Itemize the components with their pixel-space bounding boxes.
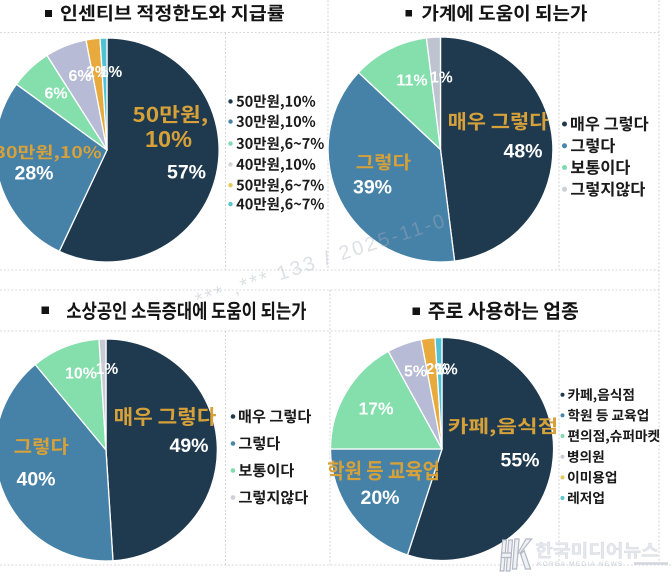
svg-text:55%: 55% [500, 449, 539, 471]
svg-text:40%: 40% [16, 468, 55, 490]
svg-text:1%: 1% [100, 64, 123, 81]
svg-text:28%: 28% [14, 162, 53, 184]
svg-text:49%: 49% [169, 435, 208, 457]
svg-text:6%: 6% [68, 68, 91, 85]
svg-text:20%: 20% [360, 487, 399, 509]
svg-text:10%: 10% [145, 126, 192, 152]
svg-text:6%: 6% [44, 86, 67, 103]
svg-text:17%: 17% [358, 399, 393, 419]
svg-text:1%: 1% [96, 361, 119, 378]
svg-text:1%: 1% [430, 70, 453, 87]
svg-text:2%: 2% [86, 64, 109, 81]
svg-text:48%: 48% [503, 140, 542, 162]
svg-text:5%: 5% [404, 364, 427, 381]
svg-text:57%: 57% [167, 161, 206, 183]
svg-text:1%: 1% [435, 362, 458, 379]
svg-text:2%: 2% [426, 361, 449, 378]
svg-text:10%: 10% [65, 366, 97, 383]
svg-text:39%: 39% [353, 176, 392, 198]
svg-text:KOREA MEDIA NEWS: KOREA MEDIA NEWS [537, 561, 624, 568]
svg-text:11%: 11% [396, 73, 427, 90]
